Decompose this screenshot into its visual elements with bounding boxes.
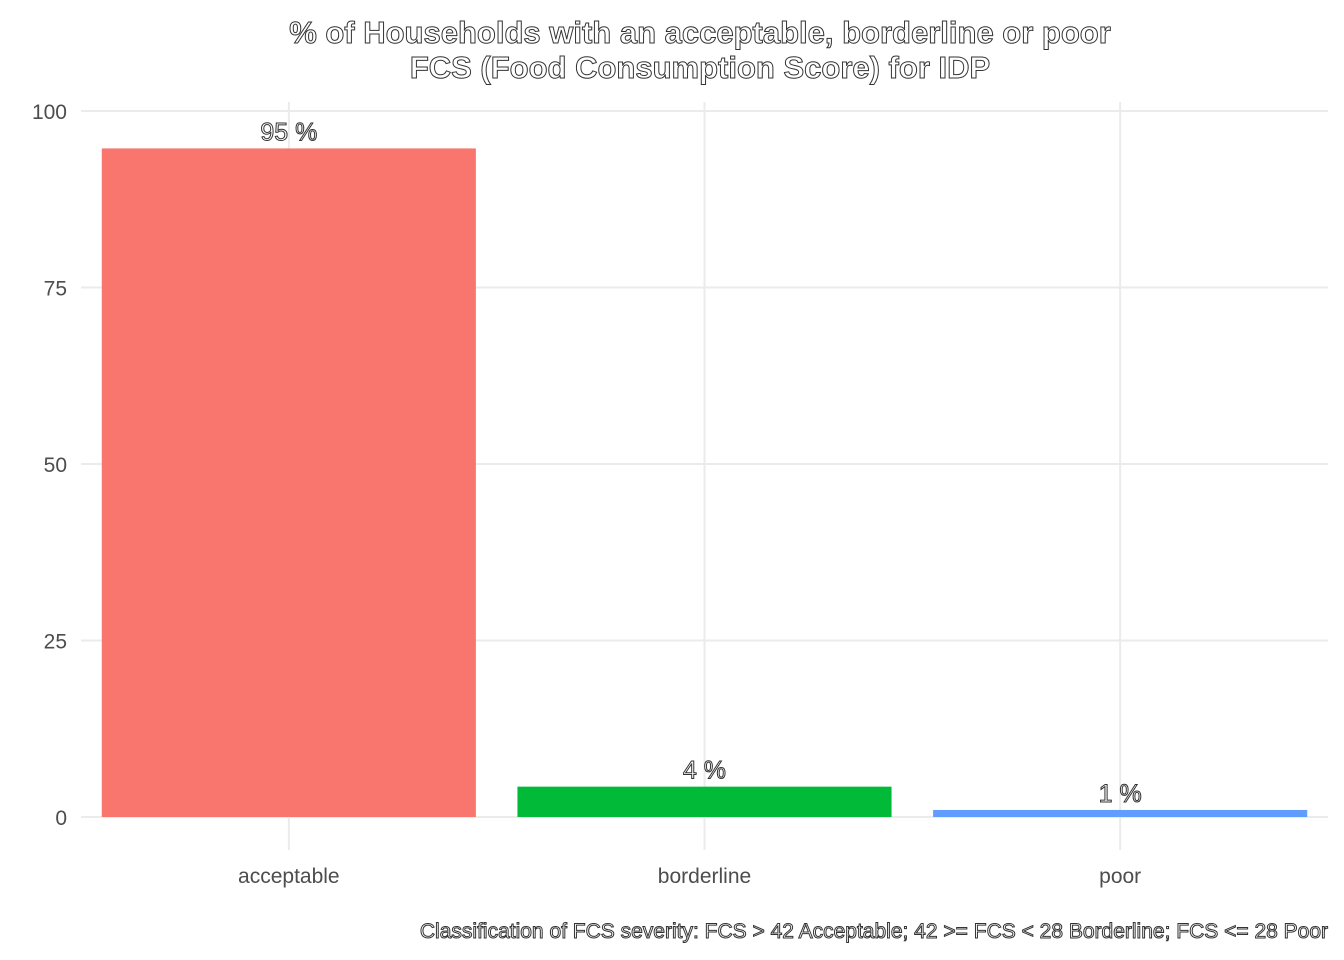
x-tick-label-acceptable: acceptable: [238, 865, 340, 888]
chart-caption: Classification of FCS severity: FCS > 42…: [420, 920, 1328, 943]
bar-borderline: [517, 786, 892, 817]
data-label-poor: 1 %: [1099, 780, 1142, 808]
data-labels: 95 % 4 % 1 %: [260, 118, 1142, 809]
y-tick-label: 0: [55, 807, 67, 830]
data-label-borderline: 4 %: [683, 757, 726, 785]
x-axis-ticks: acceptable borderline poor: [238, 865, 1141, 888]
bars: [101, 148, 1308, 818]
y-tick-label: 25: [44, 631, 67, 654]
data-label-acceptable: 95 %: [260, 118, 317, 146]
y-tick-label: 100: [32, 101, 67, 124]
chart-title-line-1: % of Households with an acceptable, bord…: [289, 15, 1111, 50]
chart-title-line-2: FCS (Food Consumption Score) for IDP: [410, 50, 990, 85]
y-tick-label: 50: [44, 454, 67, 477]
bar-acceptable: [101, 148, 476, 818]
y-axis-ticks: 0 25 50 75 100: [32, 101, 67, 830]
x-tick-label-poor: poor: [1099, 865, 1141, 888]
x-tick-label-borderline: borderline: [658, 865, 751, 888]
y-tick-label: 75: [44, 278, 67, 301]
bar-poor: [933, 809, 1308, 817]
